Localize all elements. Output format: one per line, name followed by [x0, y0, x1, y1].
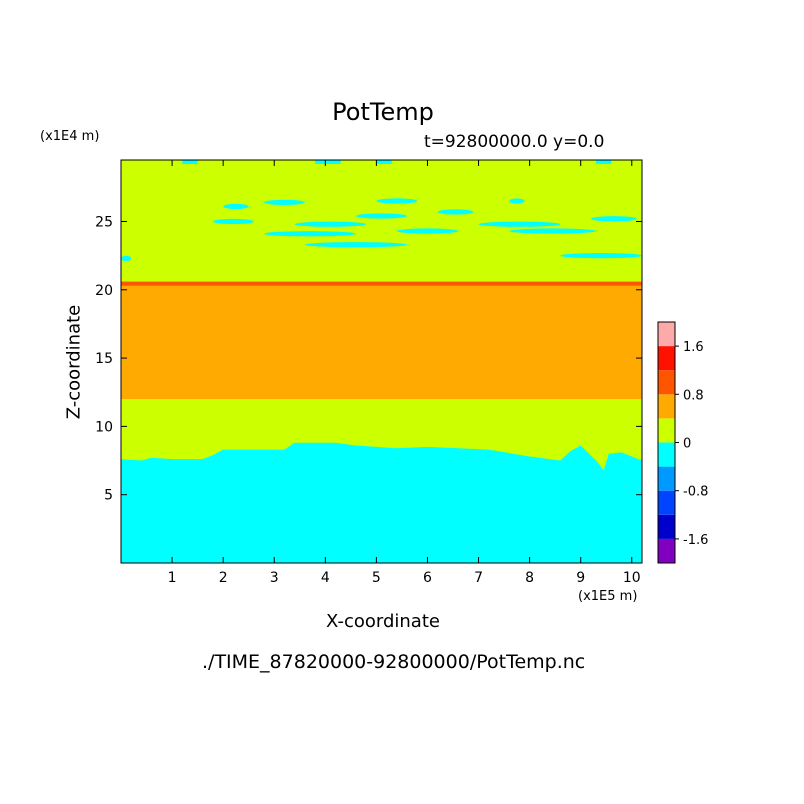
y-tick-label: 5 [104, 488, 113, 504]
cold-streak-8 [376, 198, 418, 204]
chart-title: PotTemp [332, 98, 434, 126]
x-tick-label: 4 [321, 570, 330, 586]
plot-frame [120, 159, 643, 564]
x-tick-label: 7 [474, 570, 483, 586]
x-tick-label: 6 [423, 570, 432, 586]
x-tick-label: 2 [219, 570, 228, 586]
cold-streak-12 [509, 228, 597, 234]
x-tick-label: 8 [525, 570, 534, 586]
cold-streak-14 [590, 216, 637, 222]
band-0 [121, 285, 642, 400]
axes: 1 2 3 4 5 6 7 8 9 10 5 10 15 20 25 [95, 159, 643, 586]
cold-streak-3 [264, 199, 305, 205]
file-path-footer: ./TIME_87820000-92800000/PotTemp.nc [202, 651, 586, 673]
y-tick-label: 10 [95, 419, 113, 435]
y-tick-label: 25 [95, 214, 113, 230]
colorbar-tick-label: -0.8 [683, 485, 708, 500]
contour-field [121, 160, 642, 563]
x-tick-label: 1 [168, 570, 177, 586]
cold-streak-4 [264, 231, 356, 237]
y-axis-unit: (x1E4 m) [40, 129, 100, 144]
x-axis-label: X-coordinate [326, 611, 440, 632]
x-tick-label: 9 [576, 570, 585, 586]
cold-streak-13 [560, 253, 642, 259]
colorbar-segment [658, 322, 675, 347]
cold-streak-1 [212, 218, 254, 225]
cold-streak-10 [437, 209, 474, 215]
cold-streak-7 [355, 213, 408, 219]
top-edge-patch-2 [376, 160, 392, 164]
x-tick-label: 3 [270, 570, 279, 586]
chart-subtitle: t=92800000.0 y=0.0 [424, 132, 605, 152]
y-tick-label: 20 [95, 283, 113, 299]
cold-streak-11 [478, 221, 561, 227]
cold-streak-15 [509, 198, 525, 204]
top-edge-patch-1 [315, 160, 341, 164]
cold-streak-9 [396, 228, 459, 234]
colorbar-segment [658, 370, 675, 395]
colorbar-segment [658, 466, 675, 491]
colorbar-segment [658, 514, 675, 539]
colorbar-segment [658, 490, 675, 515]
y-tick-label: 15 [95, 351, 113, 367]
colorbar-segment [658, 394, 675, 419]
band-1 [121, 281, 642, 286]
cold-streak-6 [304, 242, 408, 248]
colorbar-segment [658, 346, 675, 371]
top-edge-patch-3 [596, 160, 612, 164]
cold-streak-2 [223, 203, 249, 210]
colorbar: -1.6 -0.8 0 0.8 1.6 [657, 321, 708, 564]
colorbar-tick-label: 1.6 [683, 340, 704, 355]
cold-streak-0 [121, 255, 132, 261]
x-tick-label: 5 [372, 570, 381, 586]
colorbar-tick-label: 0 [683, 437, 691, 452]
x-axis-unit: (x1E5 m) [578, 589, 638, 604]
colorbar-tick-label: 0.8 [683, 388, 704, 403]
colorbar-segment [658, 538, 675, 563]
cold-streak-5 [294, 221, 367, 227]
colorbar-segment [658, 418, 675, 443]
colorbar-segment [658, 442, 675, 467]
top-edge-patch-0 [182, 160, 198, 164]
lower-cold-region [121, 442, 642, 563]
x-tick-label: 10 [623, 570, 641, 586]
colorbar-tick-label: -1.6 [683, 533, 708, 548]
